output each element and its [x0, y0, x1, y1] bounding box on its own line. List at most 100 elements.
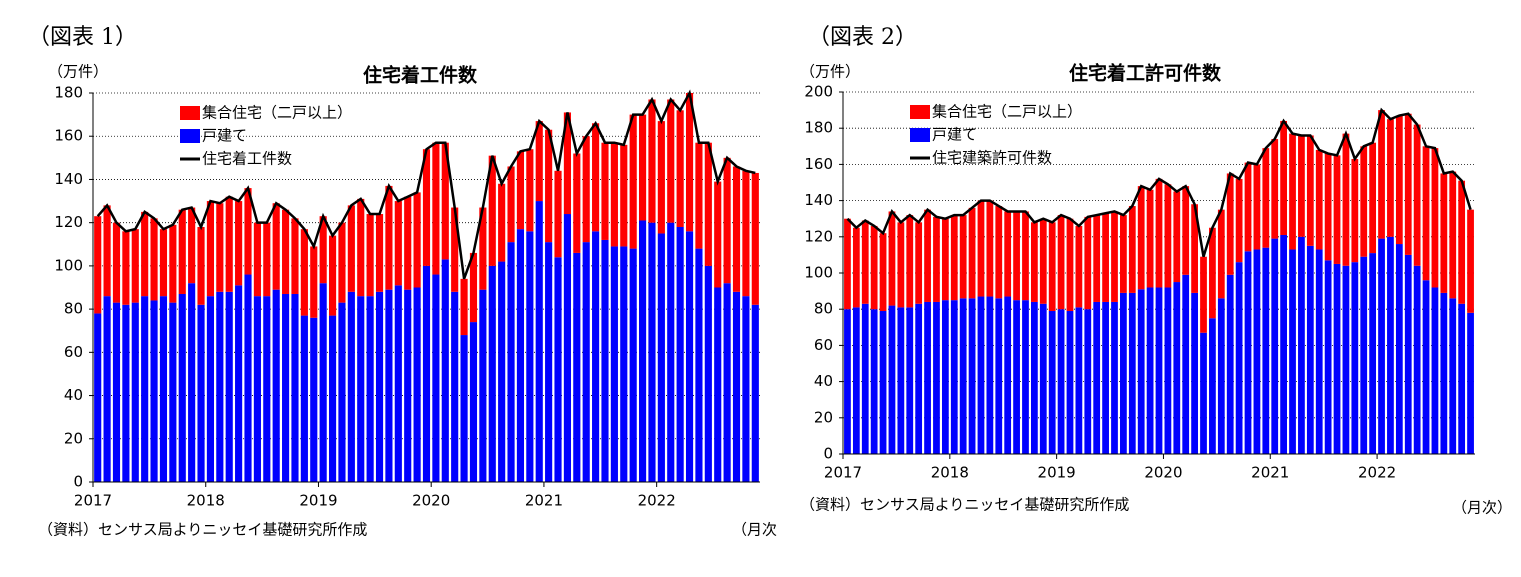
bar-segment [131, 302, 139, 482]
bar-segment [545, 242, 553, 482]
bar-segment [235, 285, 243, 482]
bar-segment [1244, 251, 1252, 454]
bar-segment [1440, 292, 1448, 454]
y-tick-label: 180 [804, 119, 833, 137]
x-tick-label: 2018 [931, 464, 969, 482]
bar-segment [1155, 287, 1163, 454]
bar-segment [563, 214, 571, 482]
bar-segment [300, 229, 308, 316]
line-series [96, 89, 756, 280]
legend-swatch [910, 105, 930, 119]
bar-segment [1164, 287, 1172, 454]
bar-segment [1191, 204, 1198, 293]
bar-segment [1324, 153, 1332, 261]
bar-segment [1289, 133, 1296, 250]
bar-segment [657, 233, 665, 482]
bar-segment [451, 291, 459, 482]
bar-segment [1057, 309, 1065, 454]
bar-segment [206, 201, 214, 297]
legend-label: 集合住宅（二戸以上） [202, 104, 352, 122]
bar-segment [300, 315, 308, 482]
bar-segment [432, 274, 440, 482]
bar-segment [375, 291, 384, 482]
bar-segment [432, 142, 440, 275]
bar-segment [169, 224, 177, 303]
bar-segment [1324, 260, 1332, 454]
bar-segment [554, 170, 562, 258]
bar-segment [366, 214, 374, 297]
y-axis-label: （万件） [48, 63, 108, 81]
bar-segment [1413, 124, 1421, 266]
bar-segment [272, 203, 280, 290]
bar-segment [1048, 222, 1056, 312]
bar-segment [742, 170, 750, 297]
bar-segment [986, 200, 994, 297]
bar-segment [1200, 256, 1207, 333]
y-tick-label: 80 [814, 300, 833, 318]
bar-segment [861, 303, 869, 454]
bar-segment [460, 335, 468, 482]
bar-segment [1369, 142, 1377, 254]
bar-segment [1039, 218, 1047, 304]
y-axis-label: （万件） [800, 63, 860, 81]
bar-segment [404, 196, 412, 290]
bar-segment [714, 181, 722, 288]
bar-segment [159, 296, 168, 482]
bar-segment [479, 207, 487, 290]
bar-segment [915, 303, 923, 454]
y-tick-label: 100 [54, 256, 83, 274]
bar-segment [1013, 300, 1020, 454]
bar-segment [385, 185, 393, 290]
bar-segment [1449, 298, 1457, 454]
bar-segment [328, 235, 337, 316]
bar-segment [592, 231, 600, 482]
bar-segment [1440, 173, 1448, 293]
x-tick-label: 2019 [1038, 464, 1076, 482]
bar-segment [178, 209, 186, 294]
bar-segment [1164, 184, 1172, 288]
bar-segment [103, 205, 111, 297]
bar-segment [253, 296, 261, 482]
bar-segment [122, 231, 130, 305]
bar-segment [573, 153, 581, 253]
y-tick-label: 0 [823, 445, 833, 463]
line-series [846, 107, 1472, 258]
bar-segment [188, 207, 196, 284]
bar-segment [1422, 146, 1430, 281]
bar-segment [732, 291, 741, 482]
source-note: （資料）センサス局よりニッセイ基礎研究所作成 [800, 496, 1129, 514]
bar-segment [1431, 287, 1439, 454]
bar-segment [852, 307, 860, 454]
bar-segment [1084, 216, 1092, 310]
bar-segment [441, 259, 449, 482]
legend-label: 集合住宅（二戸以上） [932, 103, 1082, 121]
bar-segment [535, 201, 543, 483]
y-tick-label: 20 [814, 408, 833, 426]
bar-segment [879, 233, 887, 312]
y-tick-label: 40 [64, 386, 83, 404]
bar-segment [685, 93, 694, 232]
bar-segment [498, 261, 506, 482]
bar-segment [1200, 332, 1207, 454]
bar-segment [1137, 289, 1145, 454]
x-tick-label: 2020 [1144, 464, 1182, 482]
bar-segment [1209, 227, 1216, 319]
bar-segment [1022, 211, 1029, 301]
bar-segment [319, 216, 327, 284]
legend-swatch [180, 129, 200, 143]
bar-segment [1298, 236, 1305, 454]
bar-segment [732, 166, 741, 292]
bar-segment [197, 226, 205, 305]
bar-segment [310, 246, 318, 318]
bar-segment [1280, 120, 1288, 235]
bar-segment [1467, 209, 1474, 313]
bar-segment [582, 136, 590, 243]
bar-segment [206, 296, 214, 482]
bar-segment [1146, 189, 1154, 288]
bar-segment [968, 298, 976, 454]
bar-segment [366, 296, 374, 482]
bar-segment [282, 209, 290, 294]
bar-segment [422, 149, 431, 266]
bar-segment [915, 222, 923, 304]
bar-segment [1173, 282, 1181, 454]
